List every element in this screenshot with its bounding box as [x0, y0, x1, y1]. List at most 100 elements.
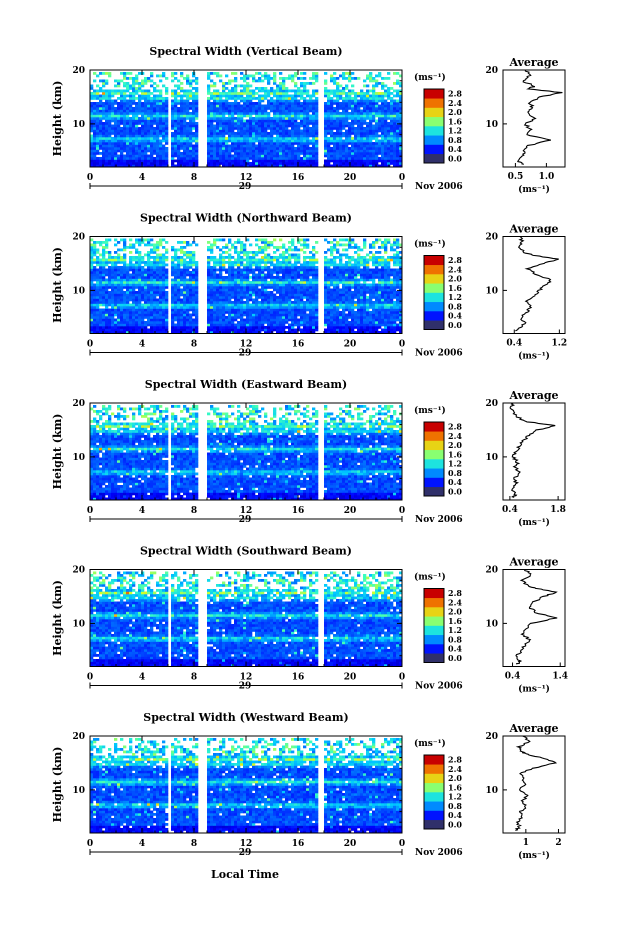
heatmap-cell — [237, 112, 240, 115]
heatmap-cell — [210, 296, 213, 299]
heatmap-cell — [363, 306, 366, 309]
heatmap-cell — [234, 162, 237, 165]
heatmap-cell — [141, 122, 144, 125]
panel-2: Spectral Width (Northward Beam)0 4 8 12 16 20… — [51, 212, 567, 362]
colorbar-bin — [424, 135, 444, 145]
heatmap-cell — [162, 294, 165, 297]
heatmap-cell — [387, 309, 390, 312]
heatmap-cell — [369, 321, 372, 324]
heatmap-cell — [207, 319, 210, 322]
heatmap-cell — [324, 107, 327, 110]
heatmap-cell — [177, 100, 180, 103]
heatmap-cell — [360, 152, 363, 155]
heatmap-cell — [195, 304, 198, 307]
heatmap-cell — [93, 102, 96, 105]
heatmap-cell — [183, 304, 186, 307]
heatmap-cell — [150, 110, 153, 113]
heatmap-cell — [375, 152, 378, 155]
heatmap-cell — [333, 95, 336, 98]
heatmap-cell — [279, 162, 282, 165]
heatmap-cell — [267, 107, 270, 110]
heatmap-cell — [324, 140, 327, 143]
heatmap-cell — [300, 319, 303, 322]
heatmap-cell — [363, 140, 366, 143]
heatmap-cell — [171, 112, 174, 115]
heatmap-cell — [294, 132, 297, 135]
heatmap-cell — [285, 92, 288, 95]
heatmap-cell — [123, 311, 126, 314]
heatmap-cell — [288, 135, 291, 138]
heatmap-cell — [159, 309, 162, 312]
heatmap-cell — [351, 130, 354, 133]
heatmap-cell — [306, 296, 309, 299]
heatmap-cell — [186, 95, 189, 98]
heatmap-cell — [102, 160, 105, 163]
heatmap-cell — [363, 127, 366, 130]
heatmap-cell — [315, 294, 318, 297]
heatmap-cell — [357, 304, 360, 307]
heatmap-cell — [264, 321, 267, 324]
heatmap-cell — [270, 107, 273, 110]
heatmap-cell — [231, 142, 234, 145]
heatmap-cell — [297, 321, 300, 324]
heatmap-cell — [156, 105, 159, 108]
heatmap-cell — [279, 90, 282, 93]
heatmap-cell — [120, 150, 123, 153]
heatmap-cell — [108, 304, 111, 307]
heatmap-cell — [372, 326, 375, 329]
heatmap-cell — [138, 120, 141, 123]
heatmap-cell — [228, 294, 231, 297]
heatmap-cell — [255, 306, 258, 309]
heatmap-cell — [351, 125, 354, 128]
heatmap-cell — [387, 314, 390, 317]
heatmap-cell — [156, 100, 159, 103]
heatmap-cell — [357, 140, 360, 143]
heatmap-cell — [180, 107, 183, 110]
heatmap-cell — [384, 112, 387, 115]
heatmap-cell — [255, 137, 258, 140]
heatmap-cell — [216, 132, 219, 135]
heatmap-cell — [210, 137, 213, 140]
heatmap-cell — [267, 321, 270, 324]
heatmap-cell — [336, 321, 339, 324]
heatmap-cell — [213, 157, 216, 160]
heatmap-cell — [339, 301, 342, 304]
heatmap-cell — [231, 95, 234, 98]
heatmap-cell — [186, 289, 189, 292]
heatmap-cell — [378, 72, 381, 75]
heatmap-cell — [303, 137, 306, 140]
heatmap-cell — [333, 145, 336, 148]
heatmap-cell — [210, 120, 213, 123]
heatmap-cell — [354, 162, 357, 165]
heatmap-cell — [174, 117, 177, 120]
heatmap-cell — [264, 127, 267, 130]
heatmap-cell — [96, 150, 99, 153]
heatmap-cell — [234, 289, 237, 292]
heatmap-cell — [375, 85, 378, 88]
heatmap-cell — [147, 145, 150, 148]
heatmap-cell — [348, 102, 351, 105]
heatmap-cell — [387, 102, 390, 105]
heatmap-cell — [219, 294, 222, 297]
heatmap-cell — [96, 142, 99, 145]
heatmap-cell — [225, 289, 228, 292]
heatmap-cell — [240, 326, 243, 329]
heatmap-cell — [384, 157, 387, 160]
heatmap-cell — [390, 311, 393, 314]
heatmap-cell — [297, 92, 300, 95]
heatmap-cell — [258, 321, 261, 324]
heatmap-cell — [132, 155, 135, 158]
heatmap-cell — [144, 326, 147, 329]
heatmap-cell — [336, 97, 339, 100]
heatmap-cell — [348, 112, 351, 115]
heatmap-cell — [285, 147, 288, 150]
heatmap-cell — [339, 125, 342, 128]
heatmap-cell — [192, 105, 195, 108]
heatmap-cell — [153, 311, 156, 314]
heatmap-cell — [300, 137, 303, 140]
heatmap-cell — [294, 157, 297, 160]
heatmap-cell — [186, 90, 189, 93]
heatmap-cell — [237, 316, 240, 319]
heatmap-cell — [129, 152, 132, 155]
heatmap-cell — [264, 314, 267, 317]
